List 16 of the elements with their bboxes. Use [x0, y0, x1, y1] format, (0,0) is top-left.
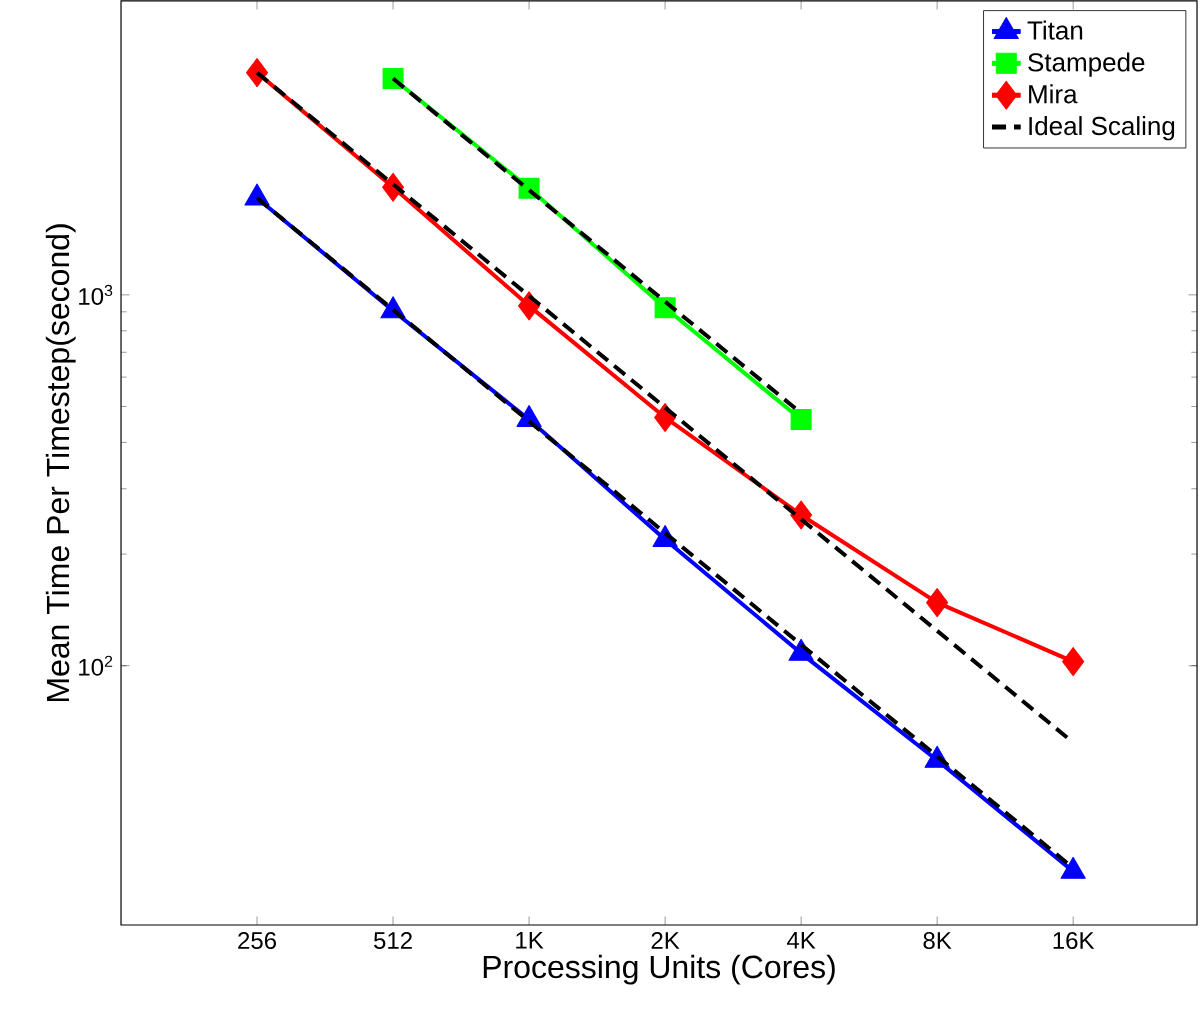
legend-label: Stampede	[1028, 52, 1145, 77]
x-tick-label: 16K	[1053, 932, 1095, 950]
y-tick-label: 10$^{2}$	[79, 655, 113, 676]
x-tick-label: 4K	[787, 932, 816, 949]
legend-label: Titan	[1027, 20, 1083, 40]
legend-label: Mira	[1029, 84, 1078, 104]
legend-label: Ideal Scaling	[1029, 116, 1175, 141]
x-tick-label: 2K	[651, 932, 680, 949]
x-tick-label: 512	[374, 932, 412, 950]
point	[1060, 856, 1086, 879]
y-axis-title: Mean Time Per Timestep(second)	[45, 224, 76, 702]
x-tick-label: 256	[238, 932, 276, 950]
y-tick-label: 10$^{3}$	[79, 284, 113, 305]
x-axis-title: Processing Units (Cores)	[483, 954, 835, 985]
x-tick-label: 1K	[516, 932, 544, 949]
x-tick-label: 8K	[923, 932, 952, 950]
